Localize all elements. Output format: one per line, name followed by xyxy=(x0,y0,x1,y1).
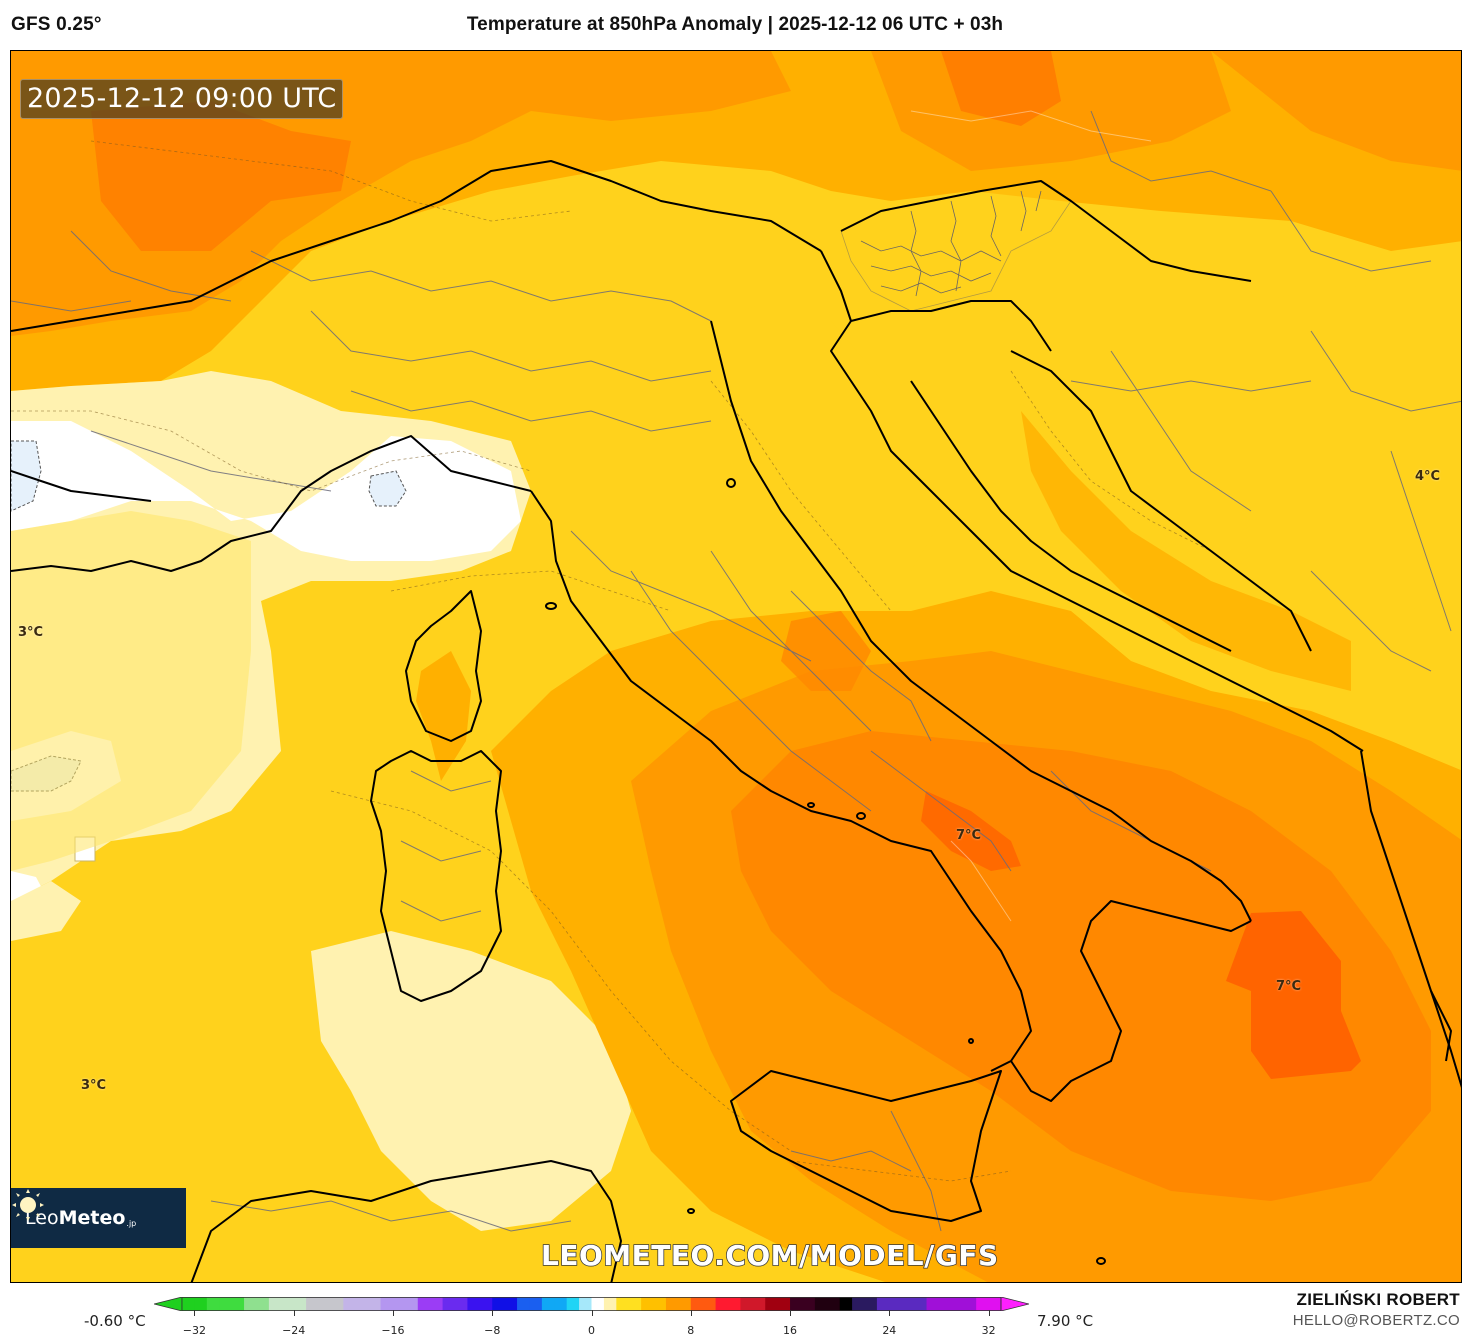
colorbar-tick-mark xyxy=(392,1310,394,1316)
temperature-label: 3°C xyxy=(81,1078,107,1093)
colorbar-tick-label: −32 xyxy=(182,1324,207,1337)
author-credit: ZIELIŃSKI ROBERT HELLO@ROBERTZ.CO xyxy=(1293,1290,1460,1329)
temperature-label: 4°C xyxy=(1415,469,1441,484)
sun-icon xyxy=(12,1189,44,1221)
colorbar-tick-mark xyxy=(988,1310,990,1316)
colorbar-tick-label: 0 xyxy=(588,1324,595,1337)
colorbar-min-label: -0.60 °C xyxy=(84,1312,146,1330)
logo-text: LeoMeteo.jp xyxy=(25,1207,137,1229)
map-panel[interactable]: 2025-12-12 09:00 UTC 4°C 3°C 7°C 7°C 3°C… xyxy=(10,50,1462,1283)
temperature-label: 3°C xyxy=(18,625,44,640)
model-label: GFS 0.25° xyxy=(11,14,102,35)
temperature-anomaly-map xyxy=(11,51,1461,1282)
colorbar-tick-mark xyxy=(194,1310,196,1316)
chart-title: Temperature at 850hPa Anomaly | 2025-12-… xyxy=(466,14,1004,35)
colorbar-tick-label: −8 xyxy=(484,1324,501,1337)
temperature-label: 7°C xyxy=(956,828,982,843)
colorbar-tick-mark xyxy=(591,1310,593,1316)
colorbar-tick-label: 24 xyxy=(882,1324,897,1337)
footer: -0.60 °C −32 −24 −16 −8 0 8 16 24 32 7.90 °C ZIE… xyxy=(0,1284,1470,1338)
author-email[interactable]: HELLO@ROBERTZ.CO xyxy=(1292,1312,1460,1329)
colorbar-tick-mark xyxy=(492,1310,494,1316)
colorbar-tick-label: −16 xyxy=(381,1324,405,1337)
colorbar-tick-mark xyxy=(690,1310,692,1316)
colorbar-tick-label: 16 xyxy=(783,1324,798,1337)
colorbar-tick-mark xyxy=(790,1310,792,1316)
colorbar xyxy=(154,1297,1029,1311)
header: GFS 0.25° Temperature at 850hPa Anomaly … xyxy=(0,0,1470,50)
colorbar-tick-mark xyxy=(889,1310,891,1316)
colorbar-tick-mark xyxy=(293,1310,295,1316)
temperature-label: 7°C xyxy=(1276,979,1302,994)
colorbar-tick-label: 32 xyxy=(981,1324,996,1337)
colorbar-tick-label: 8 xyxy=(687,1324,695,1337)
colorbar-max-label: 7.90 °C xyxy=(1037,1312,1094,1330)
leometeo-logo[interactable]: LeoMeteo.jp xyxy=(11,1188,186,1248)
author-name: ZIELIŃSKI ROBERT xyxy=(1296,1290,1460,1309)
url-watermark: LEOMETEO.COM/MODEL/GFS xyxy=(540,1238,999,1273)
valid-time-badge: 2025-12-12 09:00 UTC xyxy=(20,79,344,119)
colorbar-tick-label: −24 xyxy=(282,1324,306,1337)
